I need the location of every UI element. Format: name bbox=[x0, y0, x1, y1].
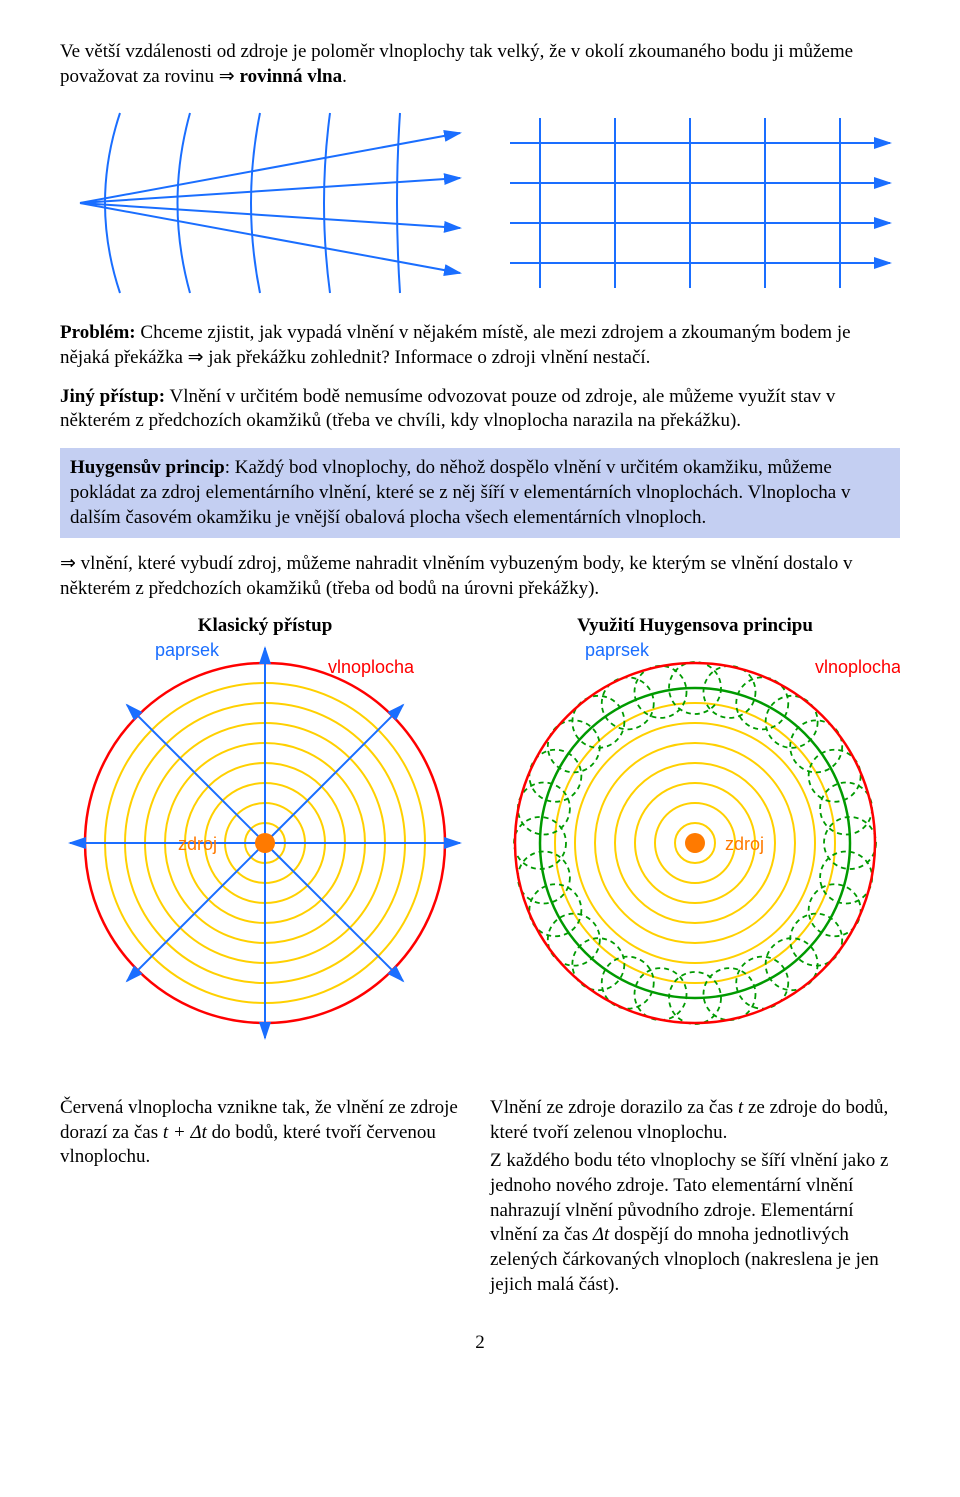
page-number: 2 bbox=[60, 1331, 900, 1356]
diagram-headings-row: Klasický přístup Využití Huygensova prin… bbox=[60, 614, 900, 639]
approach-paragraph: Jiný přístup: Vlnění v určitém bodě nemu… bbox=[60, 385, 900, 434]
bottom-right-p2: Z každého bodu této vlnoplochy se šíří v… bbox=[490, 1149, 900, 1297]
planar-wave-diagram bbox=[60, 103, 900, 303]
heading-huygens: Využití Huygensova principu bbox=[490, 614, 900, 639]
bottom-dt: Δt bbox=[593, 1224, 609, 1245]
problem-paragraph: Problém: Chceme zjistit, jak vypadá vlně… bbox=[60, 321, 900, 370]
label-vlnoplocha-left: vlnoplocha bbox=[328, 657, 415, 677]
huygens-diagram: paprsek vlnoplocha zdroj bbox=[490, 638, 900, 1056]
bottom-left-paragraph: Červená vlnoplocha vznikne tak, že vlněn… bbox=[60, 1096, 470, 1170]
huygens-principle-box: Huygensův princip: Každý bod vlnoplochy,… bbox=[60, 448, 900, 538]
intro-paragraph: Ve větší vzdálenosti od zdroje je polomě… bbox=[60, 40, 900, 89]
classic-diagram: paprsek vlnoplocha zdroj bbox=[60, 638, 470, 1056]
bottom-right-p1a: Vlnění ze zdroje dorazilo za čas bbox=[490, 1097, 738, 1118]
bottom-left-col: Červená vlnoplocha vznikne tak, že vlněn… bbox=[60, 1096, 470, 1302]
bottom-right-col: Vlnění ze zdroje dorazilo za čas t ze zd… bbox=[490, 1096, 900, 1302]
principle-label: Huygensův princip bbox=[70, 457, 225, 478]
label-zdroj-left: zdroj bbox=[178, 834, 217, 854]
label-paprsek-left: paprsek bbox=[155, 640, 220, 660]
intro-text-c: . bbox=[342, 66, 347, 87]
approach-text: Vlnění v určitém bodě nemusíme odvozovat… bbox=[60, 386, 835, 432]
circle-diagrams-row: paprsek vlnoplocha zdroj bbox=[60, 638, 900, 1056]
label-vlnoplocha-right: vlnoplocha bbox=[815, 657, 900, 677]
problem-text: Chceme zjistit, jak vypadá vlnění v něja… bbox=[60, 322, 851, 368]
bottom-text-row: Červená vlnoplocha vznikne tak, že vlněn… bbox=[60, 1096, 900, 1302]
implication-paragraph: ⇒ vlnění, které vybudí zdroj, můžeme nah… bbox=[60, 552, 900, 601]
heading-classic: Klasický přístup bbox=[60, 614, 470, 639]
intro-text-b: rovinná vlna bbox=[239, 66, 342, 87]
bottom-t-dt: t + Δt bbox=[163, 1122, 207, 1143]
bottom-right-p1: Vlnění ze zdroje dorazilo za čas t ze zd… bbox=[490, 1096, 900, 1145]
label-paprsek-right: paprsek bbox=[585, 640, 650, 660]
label-zdroj-right: zdroj bbox=[725, 834, 764, 854]
problem-label: Problém: bbox=[60, 322, 136, 343]
intro-text-a: Ve větší vzdálenosti od zdroje je polomě… bbox=[60, 41, 853, 87]
approach-label: Jiný přístup: bbox=[60, 386, 165, 407]
